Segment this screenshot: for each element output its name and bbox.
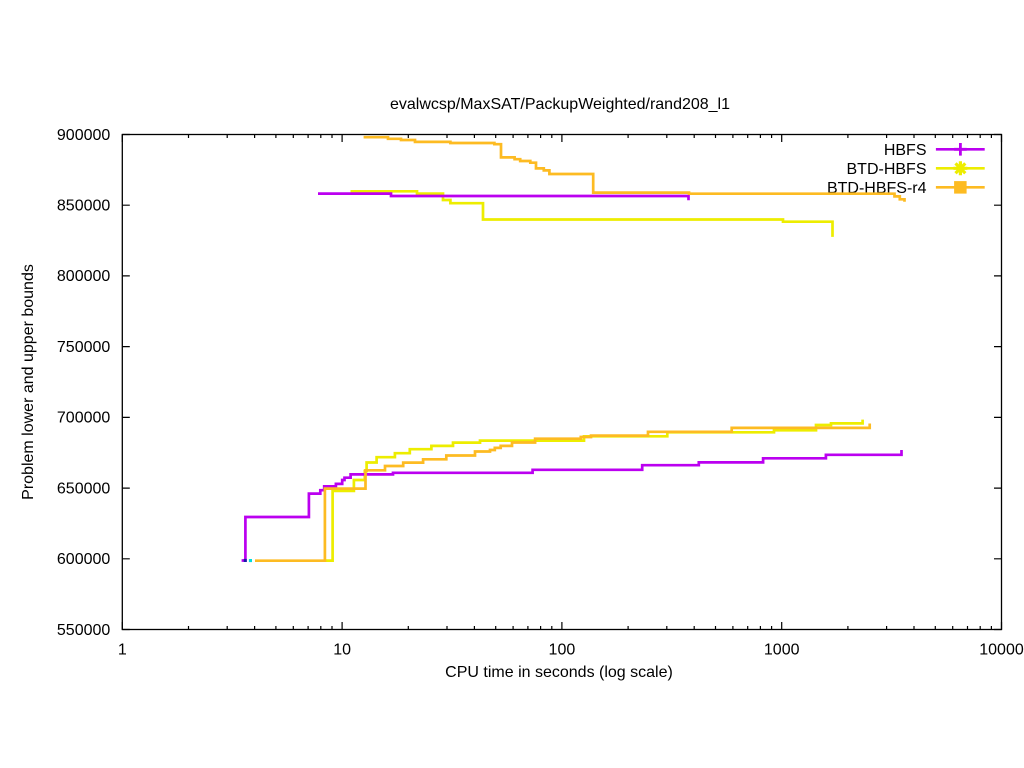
- svg-text:600000: 600000: [57, 551, 110, 568]
- svg-text:800000: 800000: [57, 268, 110, 285]
- svg-text:700000: 700000: [57, 410, 110, 427]
- svg-text:1000: 1000: [764, 642, 800, 659]
- svg-text:650000: 650000: [57, 480, 110, 497]
- svg-text:10000: 10000: [979, 642, 1024, 659]
- svg-text:HBFS: HBFS: [884, 142, 927, 159]
- svg-text:1: 1: [118, 642, 127, 659]
- svg-text:850000: 850000: [57, 198, 110, 215]
- svg-text:Problem lower and upper bounds: Problem lower and upper bounds: [20, 264, 37, 500]
- svg-text:CPU time in seconds (log scale: CPU time in seconds (log scale): [445, 664, 673, 681]
- svg-text:550000: 550000: [57, 622, 110, 639]
- svg-text:750000: 750000: [57, 339, 110, 356]
- svg-text:100: 100: [549, 642, 576, 659]
- svg-text:evalwcsp/MaxSAT/PackupWeighted: evalwcsp/MaxSAT/PackupWeighted/rand208_l…: [390, 96, 730, 113]
- svg-text:BTD-HBFS: BTD-HBFS: [847, 161, 927, 178]
- svg-text:900000: 900000: [57, 127, 110, 144]
- svg-text:10: 10: [333, 642, 351, 659]
